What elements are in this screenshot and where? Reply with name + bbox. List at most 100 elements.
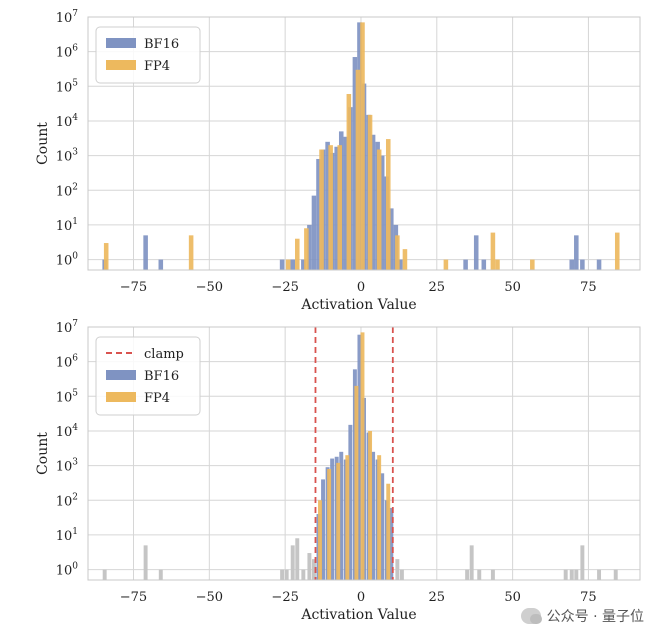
bar-clamped <box>284 569 289 580</box>
bar-bf16 <box>352 57 358 270</box>
bar-fp4 <box>385 139 391 270</box>
plot-frame <box>87 326 641 581</box>
bar-bf16 <box>379 155 385 270</box>
bar-bf16 <box>370 134 376 270</box>
bar-bf16 <box>316 158 321 270</box>
legend: BF16 FP4 <box>95 26 201 84</box>
x-tick-label: 50 <box>504 590 521 605</box>
bar-clamped <box>158 569 163 580</box>
bar-bf16 <box>371 451 376 580</box>
bar-clamped <box>469 545 474 580</box>
x-tick-label: −75 <box>120 590 147 605</box>
bar-clamped <box>399 569 404 580</box>
bar-clamped <box>597 569 602 580</box>
bar-fp4 <box>354 385 359 580</box>
legend-box <box>95 26 201 84</box>
bar-fp4 <box>285 259 291 270</box>
x-tick-label: 25 <box>429 280 446 295</box>
y-tick-label: 107 <box>56 9 79 26</box>
bar-fp4 <box>304 228 309 270</box>
bar-clamped <box>395 559 400 580</box>
series-clamped <box>102 538 618 580</box>
y-tick-label: 106 <box>56 354 79 371</box>
legend-swatch-fp4 <box>106 60 136 70</box>
bar-fp4 <box>345 455 350 580</box>
bar-bf16 <box>279 259 285 270</box>
x-tick-label: 0 <box>357 280 365 295</box>
x-tick-label: −50 <box>196 280 223 295</box>
y-tick-label: 100 <box>56 252 79 269</box>
bar-fp4 <box>395 235 400 270</box>
bar-bf16 <box>290 259 295 270</box>
y-axis-label: Count <box>35 432 51 475</box>
bar-bf16 <box>334 146 339 270</box>
bar-fp4 <box>367 114 373 270</box>
series-fp4 <box>103 22 620 271</box>
y-tick-label: 102 <box>56 182 78 199</box>
bar-bf16 <box>330 458 335 580</box>
chart-panel-2: −75 −50 −25 0 25 50 75 100 101 102 103 104 105 106 107… <box>35 319 641 623</box>
x-tick-label: −25 <box>271 590 298 605</box>
bar-bf16 <box>321 479 326 580</box>
wechat-icon <box>520 608 542 624</box>
bar-fp4 <box>490 232 496 270</box>
bar-clamped <box>301 569 306 580</box>
y-tick-label: 103 <box>56 148 79 165</box>
bar-fp4 <box>386 483 391 580</box>
x-tick-label: 0 <box>357 590 365 605</box>
bar-fp4 <box>337 145 343 270</box>
bar-fp4 <box>336 462 341 580</box>
bar-clamped <box>280 569 285 580</box>
bar-bf16 <box>339 451 344 580</box>
y-tick-label: 100 <box>56 562 79 579</box>
y-tick-label: 102 <box>56 492 78 509</box>
legend-swatch-bf16 <box>106 370 136 380</box>
bar-clamped <box>307 553 312 580</box>
bar-clamped <box>477 569 482 580</box>
bar-bf16 <box>398 259 403 270</box>
bar-fp4 <box>443 259 449 270</box>
bar-fp4 <box>368 430 373 580</box>
bar-bf16 <box>463 259 468 270</box>
legend: clamp BF16 FP4 <box>95 336 201 416</box>
y-tick-label: 105 <box>56 78 79 95</box>
plot-frame <box>87 16 641 271</box>
bar-fp4 <box>355 69 361 271</box>
bar-bf16 <box>158 259 164 270</box>
x-tick-label: 50 <box>504 280 521 295</box>
bar-bf16 <box>596 259 602 270</box>
bar-bf16 <box>357 334 362 580</box>
bar-clamped <box>465 569 470 580</box>
y-tick-label: 103 <box>56 458 79 475</box>
watermark: 公众号 · 量子位 <box>520 606 644 626</box>
bar-bf16 <box>569 259 575 270</box>
bar-bf16 <box>380 473 385 580</box>
bar-bf16 <box>301 259 306 270</box>
bar-bf16 <box>580 259 585 270</box>
bar-clamped <box>580 545 585 580</box>
y-tick-label: 101 <box>56 527 78 544</box>
legend-label-fp4: FP4 <box>144 391 170 406</box>
bar-fp4 <box>614 232 620 270</box>
bar-fp4 <box>319 149 324 270</box>
bar-clamped <box>613 569 618 580</box>
bar-bf16 <box>574 235 579 270</box>
y-axis-label: Count <box>35 122 51 165</box>
bar-fp4 <box>103 243 109 270</box>
bar-fp4 <box>346 93 352 271</box>
legend-label-bf16: BF16 <box>144 37 179 52</box>
bar-clamped <box>563 569 568 580</box>
bar-fp4 <box>360 332 365 580</box>
x-tick-label: 75 <box>580 280 597 295</box>
bar-bf16 <box>348 424 353 580</box>
bar-clamped <box>569 569 574 580</box>
x-tick-label: 25 <box>429 590 446 605</box>
bar-bf16 <box>389 507 394 580</box>
chart-panel-1: −75 −50 −25 0 25 50 75 100 101 102 103 104 105 106 107… <box>35 9 641 313</box>
legend-label-bf16: BF16 <box>144 369 179 384</box>
bar-bf16 <box>481 259 487 270</box>
legend-label-fp4: FP4 <box>144 59 170 74</box>
bar-fp4 <box>530 259 535 270</box>
